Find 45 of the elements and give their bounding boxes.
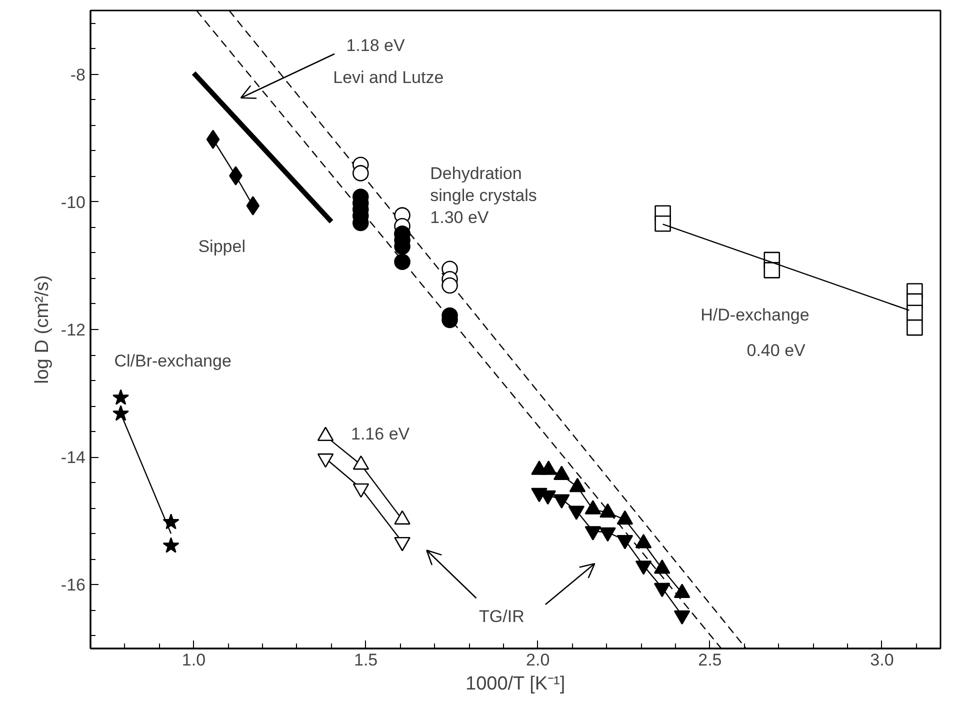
point <box>906 319 923 336</box>
point <box>394 510 410 525</box>
annotation: Sippel <box>198 237 246 256</box>
x-tick-label: 3.0 <box>870 650 894 670</box>
x-tick-label: 1.0 <box>182 650 206 670</box>
point <box>317 426 334 442</box>
y-tick-label: -8 <box>70 65 86 84</box>
y-tick-label: -14 <box>60 448 86 468</box>
x-tick-label: 1.5 <box>354 650 378 670</box>
point <box>112 405 130 421</box>
x-tick-label: 2.5 <box>698 650 722 670</box>
annotation: 1.18 eV <box>346 36 406 56</box>
point <box>553 466 570 480</box>
point <box>674 584 690 598</box>
point <box>394 254 410 270</box>
annotation: H/D-exchange <box>700 305 810 324</box>
point <box>600 503 616 518</box>
x-tick-label: 2.0 <box>526 650 550 670</box>
y-tick-label: -12 <box>60 320 86 340</box>
point <box>584 500 602 514</box>
y-tick-label: -16 <box>60 576 86 595</box>
point <box>442 277 458 294</box>
annotation: TG/IR <box>479 607 524 626</box>
y-axis-title: log D (cm²/s) <box>32 275 53 384</box>
annotation: Cl/Br-exchange <box>114 351 232 370</box>
annotation: Levi and Lutze <box>333 68 444 87</box>
point <box>540 460 557 475</box>
point <box>764 262 780 278</box>
x-axis-title: 1000/T [K⁻¹] <box>466 674 566 694</box>
point <box>352 455 370 470</box>
point <box>654 559 670 574</box>
point <box>635 534 652 548</box>
point <box>654 215 671 232</box>
point <box>162 537 180 553</box>
point <box>616 510 634 525</box>
annotation: 0.40 eV <box>746 341 806 360</box>
point <box>162 514 180 530</box>
point <box>206 130 220 150</box>
y-tick-label: -10 <box>60 192 86 212</box>
point <box>569 478 586 492</box>
point <box>112 389 130 405</box>
point <box>246 196 260 216</box>
point <box>352 165 369 182</box>
annotation: 1.16 eV <box>351 424 410 444</box>
annotation: Dehydration single crystals 1.30 eV <box>430 164 537 227</box>
